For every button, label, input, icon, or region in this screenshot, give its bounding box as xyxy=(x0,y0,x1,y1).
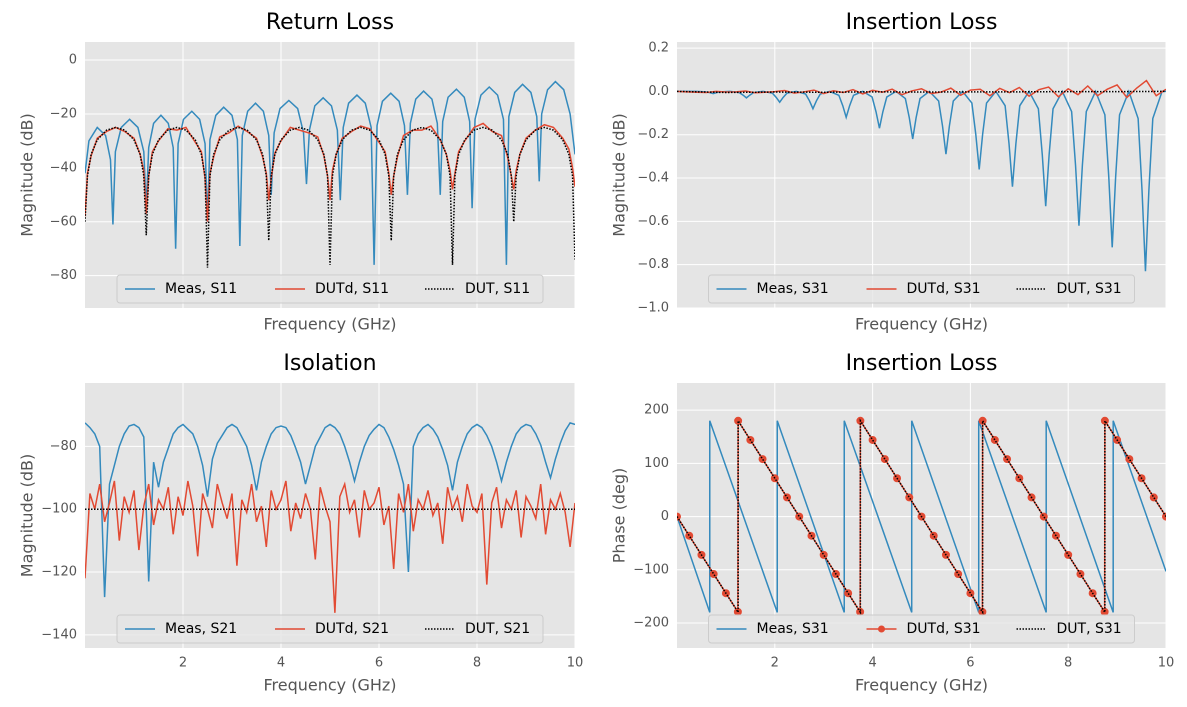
legend: Meas, S11 DUTd, S11 DUT, S11 xyxy=(116,274,544,304)
series-line xyxy=(677,90,1166,94)
series-marker xyxy=(709,570,718,579)
y-tick-label: −60 xyxy=(50,214,77,229)
y-tick-label: −0.2 xyxy=(637,127,669,142)
series-marker xyxy=(1162,512,1166,521)
y-tick-label: −80 xyxy=(50,268,77,283)
y-tick-label: 100 xyxy=(644,456,669,471)
legend-frame xyxy=(116,614,544,644)
series-line xyxy=(85,80,575,265)
series-line xyxy=(85,421,575,598)
series-group xyxy=(85,80,575,268)
legend-label: DUTd, S21 xyxy=(315,621,389,637)
y-tick-label: 0.2 xyxy=(648,41,669,56)
legend-label: Meas, S31 xyxy=(757,281,829,297)
chart-title: Return Loss xyxy=(266,10,394,35)
legend-marker xyxy=(878,625,885,633)
series-marker xyxy=(966,589,975,598)
chart-title: Insertion Loss xyxy=(846,351,998,376)
legend-label: DUT, S31 xyxy=(1057,281,1122,297)
series-marker xyxy=(929,531,938,540)
series-marker xyxy=(1149,493,1158,502)
x-axis-label: Frequency (GHz) xyxy=(855,676,988,695)
x-tick-label: 2 xyxy=(771,656,779,671)
x-axis-label: Frequency (GHz) xyxy=(855,315,988,334)
legend-label: DUT, S31 xyxy=(1057,621,1122,637)
x-tick-label: 8 xyxy=(473,656,481,671)
series-marker xyxy=(819,550,828,559)
y-tick-label: −1.0 xyxy=(637,301,669,316)
y-tick-label: 0 xyxy=(69,53,77,68)
chart-title: Insertion Loss xyxy=(846,10,998,35)
series-marker xyxy=(905,493,914,502)
x-tick-label: 4 xyxy=(868,656,876,671)
series-marker xyxy=(1039,512,1048,521)
y-tick-label: −140 xyxy=(41,627,77,642)
y-tick-label: 0.0 xyxy=(648,84,669,99)
x-tick-label: 2 xyxy=(179,656,187,671)
y-tick-label: −0.8 xyxy=(637,257,669,272)
series-marker xyxy=(1015,474,1024,483)
y-tick-label: −20 xyxy=(50,106,77,121)
legend-label: Meas, S21 xyxy=(165,621,237,637)
series-marker xyxy=(677,512,681,521)
x-axis-label: Frequency (GHz) xyxy=(263,315,396,334)
legend: Meas, S31 DUTd, S31 DUT, S31 xyxy=(708,274,1135,304)
y-tick-label: −120 xyxy=(41,565,77,580)
series-group xyxy=(677,416,1166,616)
legend-label: DUTd, S11 xyxy=(315,281,389,297)
y-axis-label: Magnitude (dB) xyxy=(18,113,37,236)
x-tick-label: 6 xyxy=(375,656,383,671)
legend-label: DUTd, S31 xyxy=(907,281,981,297)
x-tick-label: 10 xyxy=(1158,656,1175,671)
legend-label: DUT, S21 xyxy=(465,621,530,637)
legend-frame xyxy=(116,274,544,304)
series-line xyxy=(85,480,575,613)
series-marker xyxy=(1125,455,1134,464)
legend-label: DUT, S11 xyxy=(465,281,530,297)
x-tick-label: 4 xyxy=(277,656,285,671)
y-tick-label: −100 xyxy=(41,502,77,517)
series-marker xyxy=(734,416,743,425)
y-tick-label: −200 xyxy=(633,615,669,630)
y-tick-label: 0 xyxy=(661,509,669,524)
legend-label: DUTd, S31 xyxy=(907,621,981,637)
legend-frame xyxy=(708,614,1135,644)
series-group xyxy=(677,79,1166,272)
y-tick-label: 200 xyxy=(644,403,669,418)
x-tick-label: 10 xyxy=(567,656,584,671)
y-axis-label: Magnitude (dB) xyxy=(18,454,37,577)
legend-frame xyxy=(708,274,1135,304)
legend: Meas, S21 DUTd, S21 DUT, S21 xyxy=(116,614,544,644)
series-marker xyxy=(1100,416,1109,425)
y-axis-label: Magnitude (dB) xyxy=(610,113,629,236)
series-marker xyxy=(978,416,987,425)
series-group xyxy=(85,421,575,613)
legend-label: Meas, S31 xyxy=(757,621,829,637)
y-tick-label: −0.4 xyxy=(637,171,669,186)
y-tick-label: −40 xyxy=(50,160,77,175)
legend: Meas, S31 DUTd, S31 DUT, S31 xyxy=(708,614,1135,644)
series-marker xyxy=(795,512,804,521)
plot-area xyxy=(85,383,575,648)
series-marker xyxy=(1076,570,1085,579)
y-axis-label: Phase (deg) xyxy=(610,468,629,564)
x-tick-label: 8 xyxy=(1064,656,1072,671)
x-axis-label: Frequency (GHz) xyxy=(263,676,396,695)
series-line xyxy=(85,126,575,268)
y-tick-label: −100 xyxy=(633,562,669,577)
series-line xyxy=(677,420,1166,613)
y-tick-label: −0.6 xyxy=(637,214,669,229)
x-tick-label: 6 xyxy=(966,656,974,671)
y-tick-label: −80 xyxy=(50,439,77,454)
series-marker xyxy=(990,435,999,444)
plot-area xyxy=(85,42,575,308)
plot-area xyxy=(677,42,1166,308)
series-line xyxy=(677,418,1166,615)
chart-title: Isolation xyxy=(283,351,376,376)
legend-label: Meas, S11 xyxy=(165,281,237,297)
